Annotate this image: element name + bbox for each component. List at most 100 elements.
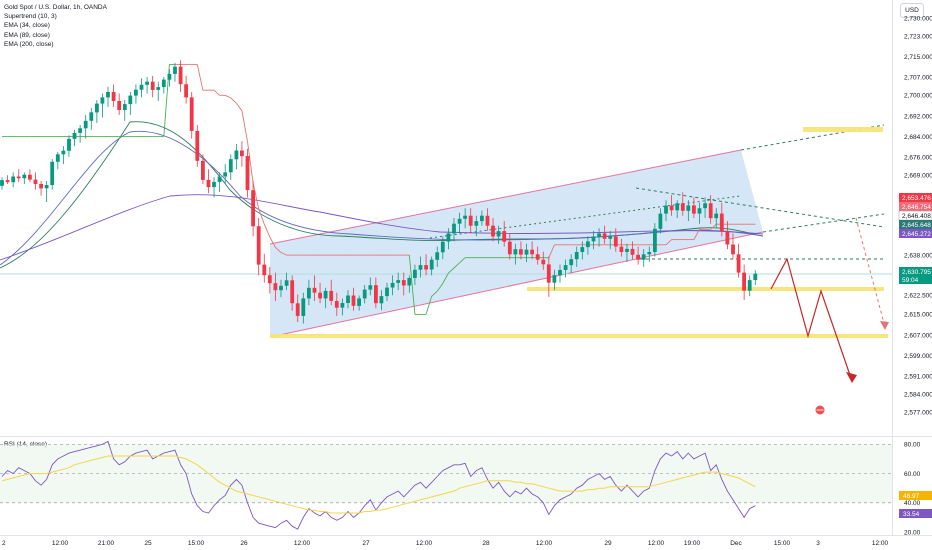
price-tick-label: 2,715.000 xyxy=(904,54,932,61)
candle-body xyxy=(318,292,322,299)
price-tag-box xyxy=(899,220,932,229)
supertrend-segment xyxy=(693,229,700,240)
price-tag-label: 2,630.795 xyxy=(902,269,931,276)
candle-body xyxy=(33,179,38,184)
currency-button[interactable]: USD xyxy=(900,3,924,18)
supertrend-segment xyxy=(665,239,672,246)
candle-body xyxy=(72,133,77,139)
indicator-supertrend-label[interactable]: Supertrend (10, 3) xyxy=(4,13,57,21)
time-tick-label: 12:00 xyxy=(416,540,433,547)
candle-body xyxy=(374,285,378,304)
time-tick-label: 15:00 xyxy=(774,540,791,547)
price-tag-label: 2,645.648 xyxy=(902,222,931,229)
supertrend-segment xyxy=(235,102,243,112)
supertrend-segment xyxy=(710,223,717,230)
candle-body xyxy=(223,172,228,177)
supertrend-segment xyxy=(431,290,438,297)
candle-body xyxy=(619,246,624,252)
candle-body xyxy=(647,252,652,255)
candle-body xyxy=(55,154,60,162)
supertrend-segment xyxy=(280,252,287,256)
candle-body xyxy=(747,280,752,291)
candle-body xyxy=(725,231,730,245)
price-tick-label: 2,584.000 xyxy=(904,392,932,399)
candle-body xyxy=(502,231,507,242)
price-tick-label: 2,577.000 xyxy=(904,410,932,417)
candle-body xyxy=(491,225,495,237)
price-tick-label: 2,723.000 xyxy=(904,33,932,40)
time-tick-label: 28 xyxy=(482,540,490,547)
candle-body xyxy=(546,264,551,283)
candle-body xyxy=(323,290,328,299)
time-tick-label: 2 xyxy=(2,540,6,547)
candle-body xyxy=(67,138,71,151)
projection-arrowhead xyxy=(846,372,857,383)
supertrend-segment xyxy=(213,89,220,96)
candle-body xyxy=(401,280,406,286)
candle-body xyxy=(301,298,306,316)
price-tag-box xyxy=(899,229,932,238)
candle-body xyxy=(558,270,562,276)
candle-body xyxy=(117,101,122,110)
candle-body xyxy=(446,233,451,242)
candle-body xyxy=(78,128,82,133)
candle-body xyxy=(580,247,585,252)
indicator-ema89-label[interactable]: EMA (89, close) xyxy=(4,31,50,39)
candle-body xyxy=(630,248,635,255)
candle-body xyxy=(641,254,646,260)
candle-body xyxy=(424,265,428,270)
candle-body xyxy=(307,287,311,299)
axis-layer: 2,577.000 2,584.000 2,591.000 2,599.000 2,60… xyxy=(2,15,932,547)
price-tag-box xyxy=(899,193,932,202)
candle-body xyxy=(368,285,373,290)
price-tick-label: 2,638.000 xyxy=(904,252,932,259)
candle-body xyxy=(256,226,261,265)
candle-body xyxy=(608,236,613,239)
supertrend-segment xyxy=(425,296,433,315)
price-tick-label: 2,692.000 xyxy=(904,113,932,120)
candle-body xyxy=(167,74,172,80)
candle-body xyxy=(418,265,423,270)
price-tag-label: 2,646.754 xyxy=(902,204,931,211)
candle-body xyxy=(597,233,601,237)
rsi-tick-label: 60.00 xyxy=(904,471,921,478)
candle-body xyxy=(267,275,272,284)
supertrend-segment xyxy=(442,272,449,284)
price-tag-box xyxy=(899,202,932,211)
candle-body xyxy=(435,252,440,260)
supertrend-segment xyxy=(241,110,248,142)
price-tag-label: 2,646.408 xyxy=(902,213,931,220)
candle-body xyxy=(457,218,462,224)
candle-body xyxy=(569,259,574,266)
candle-body xyxy=(228,159,233,173)
indicator-ema200-label[interactable]: EMA (200, close) xyxy=(4,40,54,48)
candle-body xyxy=(329,290,334,301)
candle-body xyxy=(95,103,99,113)
symbol-title[interactable]: Gold Spot / U.S. Dollar, 1h, OANDA xyxy=(4,4,107,11)
candle-body xyxy=(106,92,110,98)
pane-gap xyxy=(0,420,932,437)
candle-body xyxy=(535,254,540,260)
candle-body xyxy=(697,208,702,214)
candle-body xyxy=(574,252,579,260)
candle-body xyxy=(145,81,149,85)
candle-body xyxy=(413,269,417,278)
rsi-tick-label: 80.00 xyxy=(904,442,921,449)
time-tick-label: 12:00 xyxy=(52,540,69,547)
rsi-tag-box xyxy=(899,509,932,518)
price-tick-label: 2,615.000 xyxy=(904,312,932,319)
supertrend-segment xyxy=(548,244,555,258)
candle-body xyxy=(552,275,557,283)
indicator-ema34-label[interactable]: EMA (34, close) xyxy=(4,22,50,30)
candle-body xyxy=(407,278,412,286)
candle-body xyxy=(719,213,724,232)
candle-body xyxy=(195,130,200,161)
channel-upper-line xyxy=(269,149,742,245)
rsi-tick-label: 20.00 xyxy=(904,529,921,536)
time-tick-label: 12:00 xyxy=(536,540,553,547)
candle-body xyxy=(658,213,663,229)
price-tick-label: 2,700.000 xyxy=(904,93,932,100)
candle-body xyxy=(89,112,94,121)
support-zone-lower xyxy=(270,334,888,338)
